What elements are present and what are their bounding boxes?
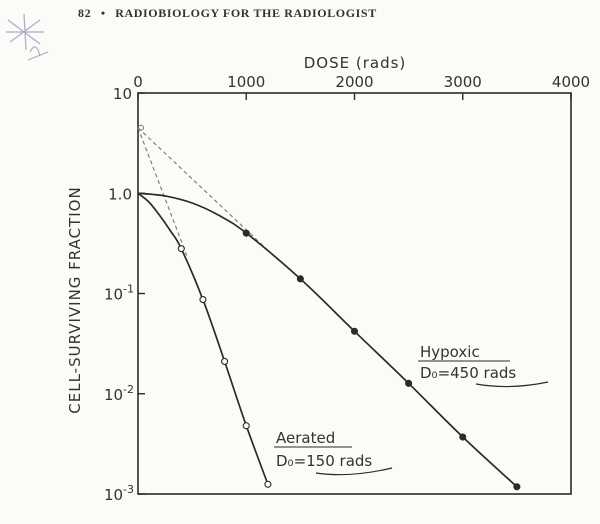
- x-tick-label: 0: [133, 73, 143, 91]
- y-tick-label: 10-1: [104, 283, 134, 304]
- hypoxic-data-point: [350, 327, 359, 335]
- aerated-label: Aerated: [276, 429, 335, 447]
- y-tick-label: 10-3: [104, 483, 134, 504]
- hypoxic-data-point: [405, 379, 413, 387]
- page-number: 82: [78, 6, 92, 20]
- extrapolation-intercept-marker: [138, 124, 144, 131]
- y-tick-label: 10-2: [104, 383, 134, 404]
- header-separator: •: [100, 6, 106, 20]
- extrapolation-line: [137, 127, 188, 256]
- aerated-data-point: [199, 296, 207, 304]
- y-tick-label: 10: [113, 85, 132, 103]
- aerated-data-point: [221, 357, 229, 365]
- y-tick-label: 1.0: [108, 185, 132, 203]
- x-axis-ticks: 0 1000 2000 3000 4000: [133, 73, 590, 100]
- aerated-data-point: [242, 422, 250, 430]
- hypoxic-data-point: [513, 483, 521, 491]
- hypoxic-data-point: [296, 275, 304, 283]
- aerated-annotation: Aerated D₀=150 rads: [274, 429, 393, 476]
- x-tick-label: 4000: [552, 73, 590, 91]
- hypoxic-data-point: [459, 433, 467, 441]
- aerated-data-point: [264, 480, 272, 488]
- x-axis-title: DOSE (rads): [304, 54, 407, 72]
- y-axis-ticks: 10 1.0 10-1 10-2 10-3: [104, 85, 145, 504]
- y-axis-title: CELL-SURVIVING FRACTION: [66, 186, 84, 413]
- hypoxic-d0-label: D₀=450 rads: [420, 364, 516, 382]
- running-title: RADIOBIOLOGY FOR THE RADIOLOGIST: [115, 6, 377, 20]
- hypoxic-label: Hypoxic: [420, 343, 480, 361]
- hypoxic-data-point: [242, 229, 250, 237]
- running-header: 82 • RADIOBIOLOGY FOR THE RADIOLOGIST: [78, 6, 377, 21]
- aerated-data-point: [177, 245, 185, 253]
- hypoxic-curve: [137, 192, 518, 488]
- aerated-d0-label: D₀=150 rads: [276, 452, 372, 470]
- x-tick-label: 1000: [227, 73, 265, 91]
- hypoxic-annotation: Hypoxic D₀=450 rads: [418, 343, 549, 388]
- data-points: [177, 229, 521, 491]
- x-tick-label: 3000: [444, 73, 482, 91]
- aerated-curve: [137, 192, 269, 485]
- x-tick-label: 2000: [335, 73, 373, 91]
- plot-frame: [137, 92, 572, 495]
